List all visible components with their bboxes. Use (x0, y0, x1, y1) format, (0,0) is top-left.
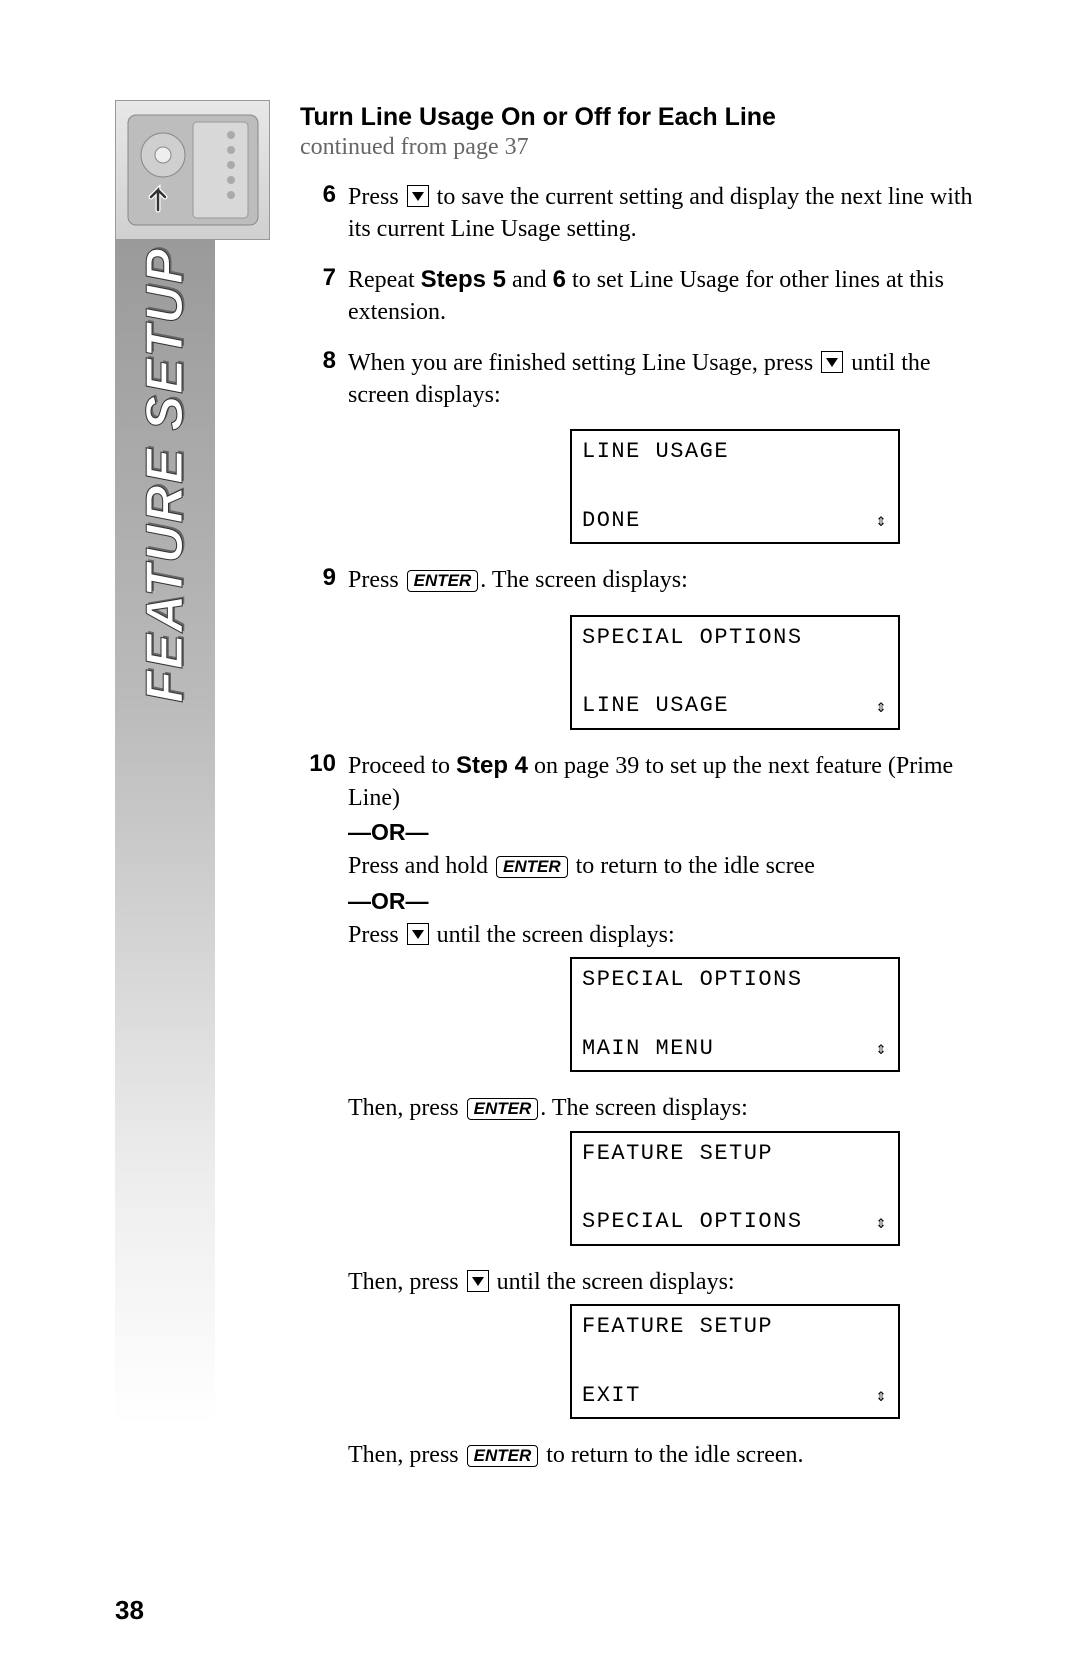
text: to return to the idle scree (570, 853, 815, 879)
lcd-display-5: FEATURE SETUP EXIT ⇕ (570, 1304, 900, 1419)
text: Press (348, 567, 405, 593)
text: until the screen displays: (431, 922, 675, 948)
step-6: 6 Press to save the current setting and … (300, 181, 980, 246)
step-number: 8 (300, 347, 348, 375)
updown-arrow-icon: ⇕ (876, 510, 888, 532)
lcd-display-4: FEATURE SETUP SPECIAL OPTIONS ⇕ (570, 1131, 900, 1246)
text: . The screen displays: (540, 1095, 748, 1121)
text: Repeat (348, 267, 421, 293)
text: Press (348, 922, 405, 948)
updown-arrow-icon: ⇕ (876, 696, 888, 718)
bold-text: 6 (553, 266, 566, 293)
lcd-line2: LINE USAGE (582, 693, 729, 719)
lcd-line2-row: LINE USAGE ⇕ (582, 693, 888, 719)
press-down-line: Press until the screen displays: (348, 919, 980, 951)
or-separator: —OR— (348, 888, 980, 915)
step-8: 8 When you are finished setting Line Usa… (300, 347, 980, 412)
lcd-line2: SPECIAL OPTIONS (582, 1209, 803, 1235)
page-title: Turn Line Usage On or Off for Each Line (300, 103, 980, 132)
step-body: Proceed to Step 4 on page 39 to set up t… (348, 750, 980, 815)
enter-key-icon: ENTER (467, 1098, 539, 1120)
step-9: 9 Press ENTER. The screen displays: (300, 564, 980, 596)
lcd-line2-row: MAIN MENU ⇕ (582, 1036, 888, 1062)
enter-key-icon: ENTER (496, 856, 568, 878)
down-arrow-key-icon (467, 1270, 489, 1292)
bold-text: Step 4 (456, 752, 528, 779)
lcd-line1: SPECIAL OPTIONS (582, 967, 888, 993)
step-body: Press ENTER. The screen displays: (348, 564, 980, 596)
then-press-idle-line: Then, press ENTER to return to the idle … (348, 1439, 980, 1471)
step-body: Repeat Steps 5 and 6 to set Line Usage f… (348, 264, 980, 329)
updown-arrow-icon: ⇕ (876, 1212, 888, 1234)
sidebar-label-text: FEATURE SETUP (135, 247, 195, 703)
step-number: 9 (300, 564, 348, 592)
lcd-line1: LINE USAGE (582, 439, 888, 465)
lcd-line2-row: SPECIAL OPTIONS ⇕ (582, 1209, 888, 1235)
sidebar-tab: FEATURE SETUP (115, 225, 215, 725)
lcd-line2: EXIT (582, 1383, 641, 1409)
then-press-down-line: Then, press until the screen displays: (348, 1266, 980, 1298)
text: When you are finished setting Line Usage… (348, 350, 819, 376)
step-number: 6 (300, 181, 348, 209)
step-10: 10 Proceed to Step 4 on page 39 to set u… (300, 750, 980, 815)
enter-key-icon: ENTER (467, 1445, 539, 1467)
lcd-line2: MAIN MENU (582, 1036, 714, 1062)
text: Proceed to (348, 753, 456, 779)
text: to return to the idle screen. (540, 1442, 803, 1468)
page-number: 38 (115, 1595, 144, 1626)
text: Press and hold (348, 853, 494, 879)
text: Press (348, 184, 405, 210)
updown-arrow-icon: ⇕ (876, 1385, 888, 1407)
enter-key-icon: ENTER (407, 570, 479, 592)
text: to save the current setting and display … (348, 184, 973, 242)
text: . The screen displays: (480, 567, 688, 593)
lcd-line2: DONE (582, 508, 641, 534)
lcd-line2-row: DONE ⇕ (582, 508, 888, 534)
content-column: Turn Line Usage On or Off for Each Line … (300, 103, 980, 1477)
text: Then, press (348, 1095, 465, 1121)
step-7: 7 Repeat Steps 5 and 6 to set Line Usage… (300, 264, 980, 329)
lcd-display-3: SPECIAL OPTIONS MAIN MENU ⇕ (570, 957, 900, 1072)
press-hold-line: Press and hold ENTER to return to the id… (348, 850, 980, 882)
bold-text: Steps 5 (421, 266, 506, 293)
lcd-line1: SPECIAL OPTIONS (582, 625, 888, 651)
step-body: When you are finished setting Line Usage… (348, 347, 980, 412)
then-press-enter-line: Then, press ENTER. The screen displays: (348, 1092, 980, 1124)
page-subtitle: continued from page 37 (300, 134, 980, 161)
step-body: Press to save the current setting and di… (348, 181, 980, 246)
or-separator: —OR— (348, 819, 980, 846)
step-number: 7 (300, 264, 348, 292)
text: and (506, 267, 553, 293)
lcd-line2-row: EXIT ⇕ (582, 1383, 888, 1409)
text: Then, press (348, 1442, 465, 1468)
phone-device-icon (123, 110, 263, 230)
lcd-line1: FEATURE SETUP (582, 1141, 888, 1167)
down-arrow-key-icon (407, 923, 429, 945)
lcd-display-2: SPECIAL OPTIONS LINE USAGE ⇕ (570, 615, 900, 730)
updown-arrow-icon: ⇕ (876, 1038, 888, 1060)
lcd-line1: FEATURE SETUP (582, 1314, 888, 1340)
step-number: 10 (300, 750, 348, 778)
text: until the screen displays: (491, 1269, 735, 1295)
device-illustration (115, 100, 270, 240)
down-arrow-key-icon (821, 351, 843, 373)
text: Then, press (348, 1269, 465, 1295)
down-arrow-key-icon (407, 185, 429, 207)
lcd-display-1: LINE USAGE DONE ⇕ (570, 429, 900, 544)
